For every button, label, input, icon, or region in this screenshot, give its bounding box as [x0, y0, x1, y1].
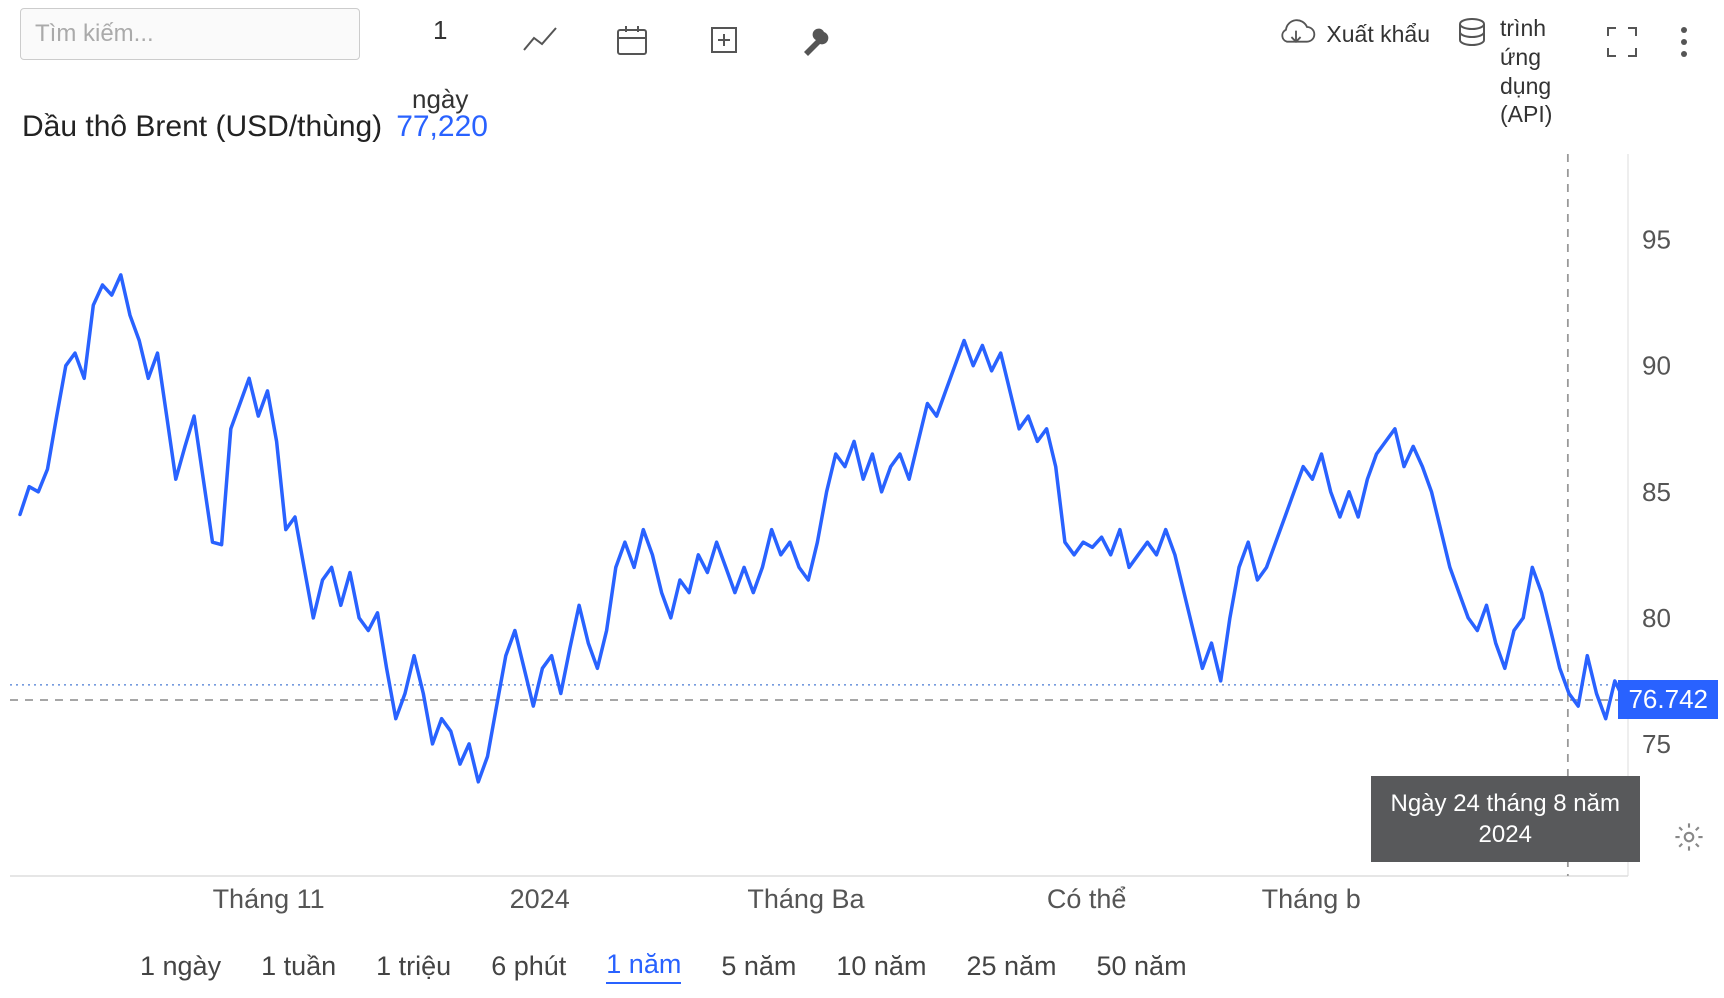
timeframe-bar: 1 ngày 1 tuần 1 triệu 6 phút 1 năm 5 năm 10 nă… — [0, 934, 1724, 998]
svg-text:95: 95 — [1642, 225, 1671, 255]
line-chart-icon — [520, 20, 560, 60]
add-button[interactable] — [704, 8, 744, 60]
timeframe-option[interactable]: 25 năm — [966, 951, 1056, 982]
api-label: trình ứng dụng (API) — [1500, 14, 1580, 129]
cloud-download-icon — [1274, 14, 1318, 54]
svg-text:Tháng 11: Tháng 11 — [213, 884, 325, 914]
timeframe-option[interactable]: 5 năm — [721, 951, 796, 982]
timeframe-option[interactable]: 1 triệu — [376, 951, 451, 982]
timeframe-option[interactable]: 1 năm — [606, 949, 681, 984]
export-button[interactable]: Xuất khẩu — [1274, 8, 1430, 54]
interval-top: 1 — [433, 14, 447, 47]
fullscreen-button[interactable] — [1602, 8, 1642, 62]
svg-text:90: 90 — [1642, 351, 1671, 381]
timeframe-option[interactable]: 1 tuần — [261, 951, 336, 982]
svg-text:Có thể: Có thể — [1047, 884, 1127, 914]
api-button[interactable]: trình ứng dụng (API) — [1452, 8, 1580, 129]
export-label: Xuất khẩu — [1326, 20, 1430, 49]
svg-text:Tháng Ba: Tháng Ba — [747, 884, 865, 914]
chart-title: Dầu thô Brent (USD/thùng) — [22, 110, 382, 144]
date-range-button[interactable] — [612, 8, 652, 60]
svg-text:85: 85 — [1642, 477, 1671, 507]
plus-square-icon — [704, 20, 744, 60]
interval-selector[interactable]: 1 ngày — [412, 8, 468, 115]
tools-button[interactable] — [796, 8, 836, 60]
fullscreen-icon — [1602, 22, 1642, 62]
timeframe-option[interactable]: 50 năm — [1097, 951, 1187, 982]
chart-current-value: 77,220 — [396, 110, 488, 144]
search-input[interactable] — [20, 8, 360, 60]
svg-text:Tháng b: Tháng b — [1262, 884, 1361, 914]
chart-area[interactable]: 75 80 85 90 95 Tháng 11 2024 Tháng Ba Có thể Thán… — [0, 154, 1724, 934]
more-button[interactable] — [1664, 8, 1704, 62]
database-icon — [1452, 14, 1492, 54]
svg-text:80: 80 — [1642, 603, 1671, 633]
chart-type-button[interactable] — [520, 8, 560, 60]
wrench-icon — [796, 20, 836, 60]
interval-bottom: ngày — [412, 83, 468, 116]
more-vertical-icon — [1664, 22, 1704, 62]
date-tooltip: Ngày 24 tháng 8 năm 2024 — [1371, 776, 1641, 862]
svg-text:2024: 2024 — [510, 884, 570, 914]
chart-settings-button[interactable] — [1672, 820, 1706, 854]
toolbar: 1 ngày — [0, 0, 1724, 90]
price-pill: 76.742 — [1618, 680, 1718, 719]
timeframe-option[interactable]: 10 năm — [836, 951, 926, 982]
calendar-icon — [612, 20, 652, 60]
timeframe-option[interactable]: 1 ngày — [140, 951, 221, 982]
timeframe-option[interactable]: 6 phút — [491, 951, 566, 982]
svg-text:75: 75 — [1642, 729, 1671, 759]
